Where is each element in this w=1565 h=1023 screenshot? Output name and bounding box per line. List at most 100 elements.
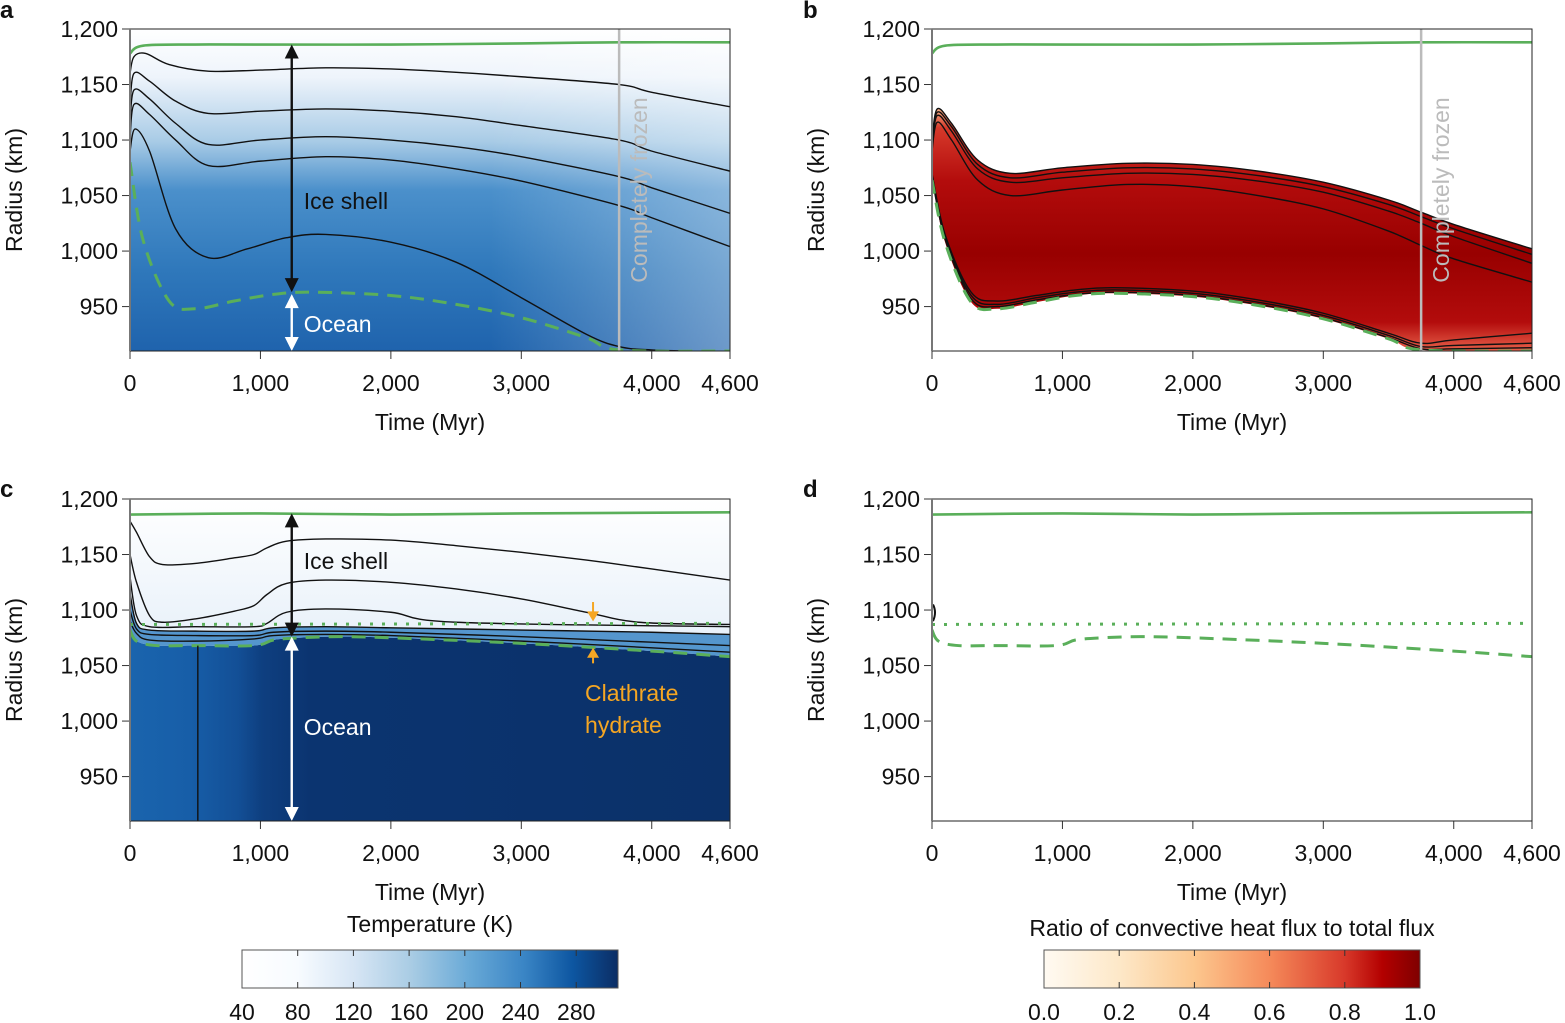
y-tick-label: 1,150 [862, 72, 920, 98]
y-axis-title: Radius (km) [1, 598, 27, 722]
y-tick-label: 1,200 [862, 16, 920, 42]
heatmap-background [130, 499, 730, 821]
x-axis-title: Time (Myr) [375, 879, 485, 905]
x-tick-label: 2,000 [1164, 840, 1222, 866]
ice-shell-arrow-head-top [284, 44, 299, 59]
temperature-tick-label: 160 [390, 999, 428, 1023]
convective-tick-label: 0.2 [1103, 999, 1135, 1023]
series-group [932, 511, 1532, 659]
x-tick-label: 3,000 [493, 840, 551, 866]
x-tick-label: 1,000 [232, 370, 290, 396]
temperature-tick-label: 200 [446, 999, 484, 1023]
y-tick-label: 1,100 [862, 597, 920, 623]
y-tick-label: 1,200 [60, 16, 118, 42]
x-tick-label: 0 [926, 370, 939, 396]
series-convective-bottom-1 [932, 173, 1532, 345]
ocean-arrow-head-top [284, 636, 299, 651]
y-tick-label: 1,000 [60, 238, 118, 264]
series-surface [932, 511, 1532, 516]
x-tick-label: 4,000 [623, 370, 681, 396]
y-tick-label: 950 [882, 764, 920, 790]
ocean-arrow-head-bottom [284, 337, 299, 351]
temperature-tick-label: 80 [285, 999, 311, 1023]
y-tick-label: 1,100 [862, 127, 920, 153]
temperature-colorbar-label: Temperature (K) [347, 911, 513, 937]
x-tick-label: 3,000 [493, 370, 551, 396]
y-tick-label: 1,050 [60, 653, 118, 679]
x-tick-label: 1,000 [232, 840, 290, 866]
clathrate-arrow-down-head [587, 611, 600, 622]
ice-shell-label: Ice shell [304, 548, 388, 574]
x-tick-label: 0 [124, 370, 137, 396]
x-tick-label: 3,000 [1295, 370, 1353, 396]
x-tick-label: 4,000 [1425, 370, 1483, 396]
ocean-region [130, 630, 730, 821]
series-isotherm-2 [130, 554, 730, 626]
ocean-arrow-head-bottom [284, 807, 299, 821]
series-convective-bottom-2 [932, 175, 1532, 348]
panel-letter-c: c [0, 476, 13, 503]
x-tick-label: 4,000 [1425, 840, 1483, 866]
ice-shell-label: Ice shell [304, 188, 388, 214]
panel-letter-d: d [803, 476, 818, 503]
plot-frame [931, 498, 1533, 822]
y-axis-title: Radius (km) [1, 128, 27, 252]
x-tick-label: 4,600 [1503, 840, 1561, 866]
x-axis-title: Time (Myr) [1177, 879, 1287, 905]
x-tick-label: 2,000 [362, 840, 420, 866]
panel-c: Ice shell Ocean Clathrate hydrate 950 1,000 1,… [1, 486, 759, 905]
x-tick-label: 4,600 [701, 370, 759, 396]
y-tick-label: 1,050 [862, 653, 920, 679]
y-tick-label: 1,150 [60, 72, 118, 98]
ocean-arrow-head-top [284, 294, 299, 309]
panel-letter-a: a [0, 0, 14, 24]
convective-tick-label: 1.0 [1404, 999, 1436, 1023]
y-tick-label: 1,000 [60, 708, 118, 734]
series-ocean-ice-interface [932, 179, 1532, 351]
series-isotherm-5 [130, 609, 730, 647]
series-ocean-ice-interface [932, 629, 1532, 659]
convective-tick-label: 0.0 [1028, 999, 1060, 1023]
y-tick-label: 1,150 [862, 542, 920, 568]
series-isotherm-6 [130, 620, 730, 653]
x-tick-label: 4,000 [623, 840, 681, 866]
series-isotherm-3 [130, 576, 730, 629]
completely-frozen-label: Completely frozen [626, 97, 652, 282]
ice-shell-arrow-head-top [284, 513, 299, 528]
panel-d: 950 1,000 1,050 1,100 1,150 1,200 0 1,000 2,000 3… [803, 486, 1561, 905]
y-tick-label: 1,200 [862, 486, 920, 512]
hydrate-label: hydrate [585, 712, 662, 738]
temperature-colorbar-gradient [241, 949, 619, 989]
convective-tick-label: 0.8 [1329, 999, 1361, 1023]
series-ocean-ice-interface [130, 161, 730, 351]
x-tick-label: 1,000 [1034, 370, 1092, 396]
heatmap-background [932, 29, 1532, 351]
series-clathrate-base [932, 621, 1532, 626]
y-tick-label: 1,000 [862, 708, 920, 734]
series-ocean-ice-interface [130, 629, 730, 659]
temperature-tick-label: 120 [334, 999, 372, 1023]
clathrate-layer [130, 593, 730, 657]
y-tick-label: 1,100 [60, 597, 118, 623]
panel-letter-b: b [803, 0, 818, 24]
y-axis-title: Radius (km) [803, 128, 829, 252]
y-tick-label: 1,000 [862, 238, 920, 264]
y-tick-label: 1,200 [60, 486, 118, 512]
y-tick-label: 1,150 [60, 542, 118, 568]
ice-shell-arrow-head-bottom [284, 622, 299, 637]
x-axis-title: Time (Myr) [1177, 409, 1287, 435]
convective-tick-label: 0.4 [1178, 999, 1210, 1023]
x-tick-label: 2,000 [1164, 370, 1222, 396]
completely-frozen-label: Completely frozen [1428, 97, 1454, 282]
clathrate-label: Clathrate [585, 680, 678, 706]
temperature-tick-label: 40 [229, 999, 255, 1023]
x-tick-label: 3,000 [1295, 840, 1353, 866]
series-surface [130, 511, 730, 516]
convective-colorbar-label: Ratio of convective heat flux to total f… [1029, 915, 1435, 941]
series-clathrate-base [130, 621, 730, 626]
temperature-tick-label: 280 [557, 999, 595, 1023]
ocean-label: Ocean [304, 311, 372, 337]
ice-shell-arrow-head-bottom [284, 278, 299, 293]
clathrate-arrow-up-head [587, 647, 600, 658]
